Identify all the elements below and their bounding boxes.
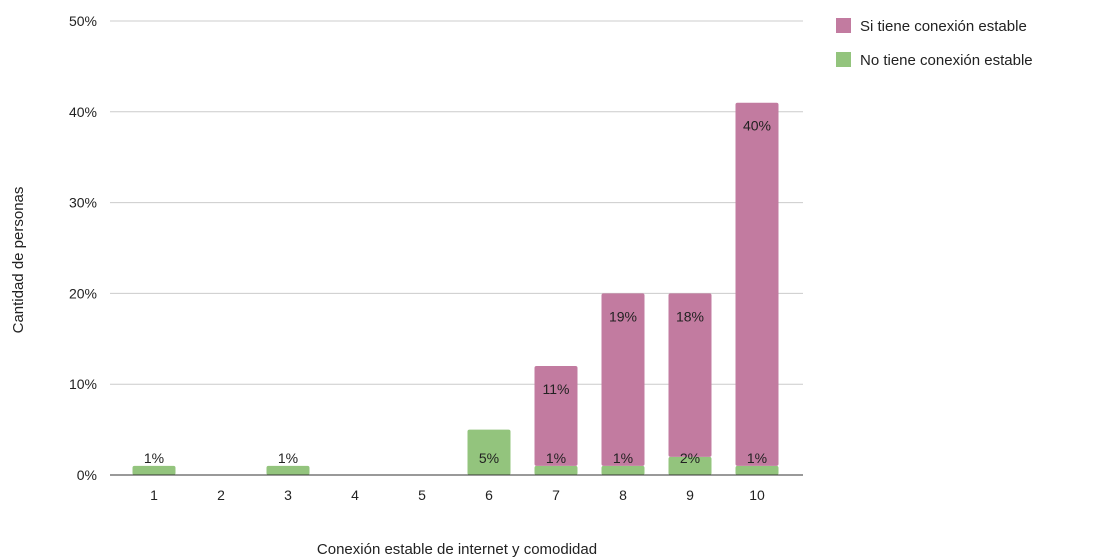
bar-si-conexion-7[interactable]	[534, 366, 578, 466]
data-label: 5%	[479, 450, 499, 466]
x-tick-label: 2	[217, 487, 225, 503]
bar-no-conexion-1[interactable]	[132, 465, 176, 475]
legend-item-si[interactable]: Si tiene conexión estable	[836, 18, 1027, 35]
data-label: 1%	[278, 450, 298, 466]
data-label: 11%	[543, 381, 570, 397]
legend-label-no: No tiene conexión estable	[860, 52, 1033, 69]
y-axis-ticks: 0% 10% 20% 30% 40% 50%	[69, 13, 97, 483]
data-label: 18%	[676, 308, 704, 324]
data-label: 19%	[609, 308, 637, 324]
data-label: 1%	[546, 450, 566, 466]
x-tick-label: 5	[418, 487, 426, 503]
x-tick-label: 4	[351, 487, 359, 503]
bar-si-conexion-9[interactable]	[668, 293, 712, 457]
y-tick-label: 40%	[69, 104, 97, 120]
legend: Si tiene conexión estable No tiene conex…	[836, 18, 1033, 69]
data-label: 2%	[680, 450, 700, 466]
legend-swatch-si	[836, 18, 851, 33]
data-labels: 1% 1% 5% 1% 1% 2% 1% 11% 19% 18% 40%	[144, 118, 771, 466]
bar-no-conexion-7[interactable]	[534, 465, 578, 475]
data-label: 1%	[747, 450, 767, 466]
data-label: 1%	[144, 450, 164, 466]
bar-no-conexion-9[interactable]	[668, 456, 712, 475]
bars	[132, 102, 779, 475]
x-tick-label: 3	[284, 487, 292, 503]
bar-no-conexion-10[interactable]	[735, 465, 779, 475]
legend-swatch-no	[836, 52, 851, 67]
bar-si-conexion-10[interactable]	[735, 102, 779, 466]
x-axis-ticks: 1 2 3 4 5 6 7 8 9 10	[150, 487, 765, 503]
y-tick-label: 30%	[69, 195, 97, 211]
x-tick-label: 7	[552, 487, 560, 503]
x-tick-label: 1	[150, 487, 158, 503]
bar-no-conexion-6[interactable]	[467, 429, 511, 475]
y-axis-title: Cantidad de personas	[10, 187, 27, 334]
legend-label-si: Si tiene conexión estable	[860, 18, 1027, 35]
bar-no-conexion-8[interactable]	[601, 465, 645, 475]
x-axis-title: Conexión estable de internet y comodidad	[317, 541, 597, 558]
y-tick-label: 50%	[69, 13, 97, 29]
bar-no-conexion-3[interactable]	[266, 465, 310, 475]
legend-item-no[interactable]: No tiene conexión estable	[836, 52, 1033, 69]
x-tick-label: 8	[619, 487, 627, 503]
bar-si-conexion-8[interactable]	[601, 293, 645, 466]
y-tick-label: 20%	[69, 285, 97, 301]
data-label: 40%	[743, 118, 771, 134]
x-tick-label: 10	[749, 487, 765, 503]
y-tick-label: 10%	[69, 376, 97, 392]
x-tick-label: 9	[686, 487, 694, 503]
data-label: 1%	[613, 450, 633, 466]
y-tick-label: 0%	[77, 467, 97, 483]
x-tick-label: 6	[485, 487, 493, 503]
